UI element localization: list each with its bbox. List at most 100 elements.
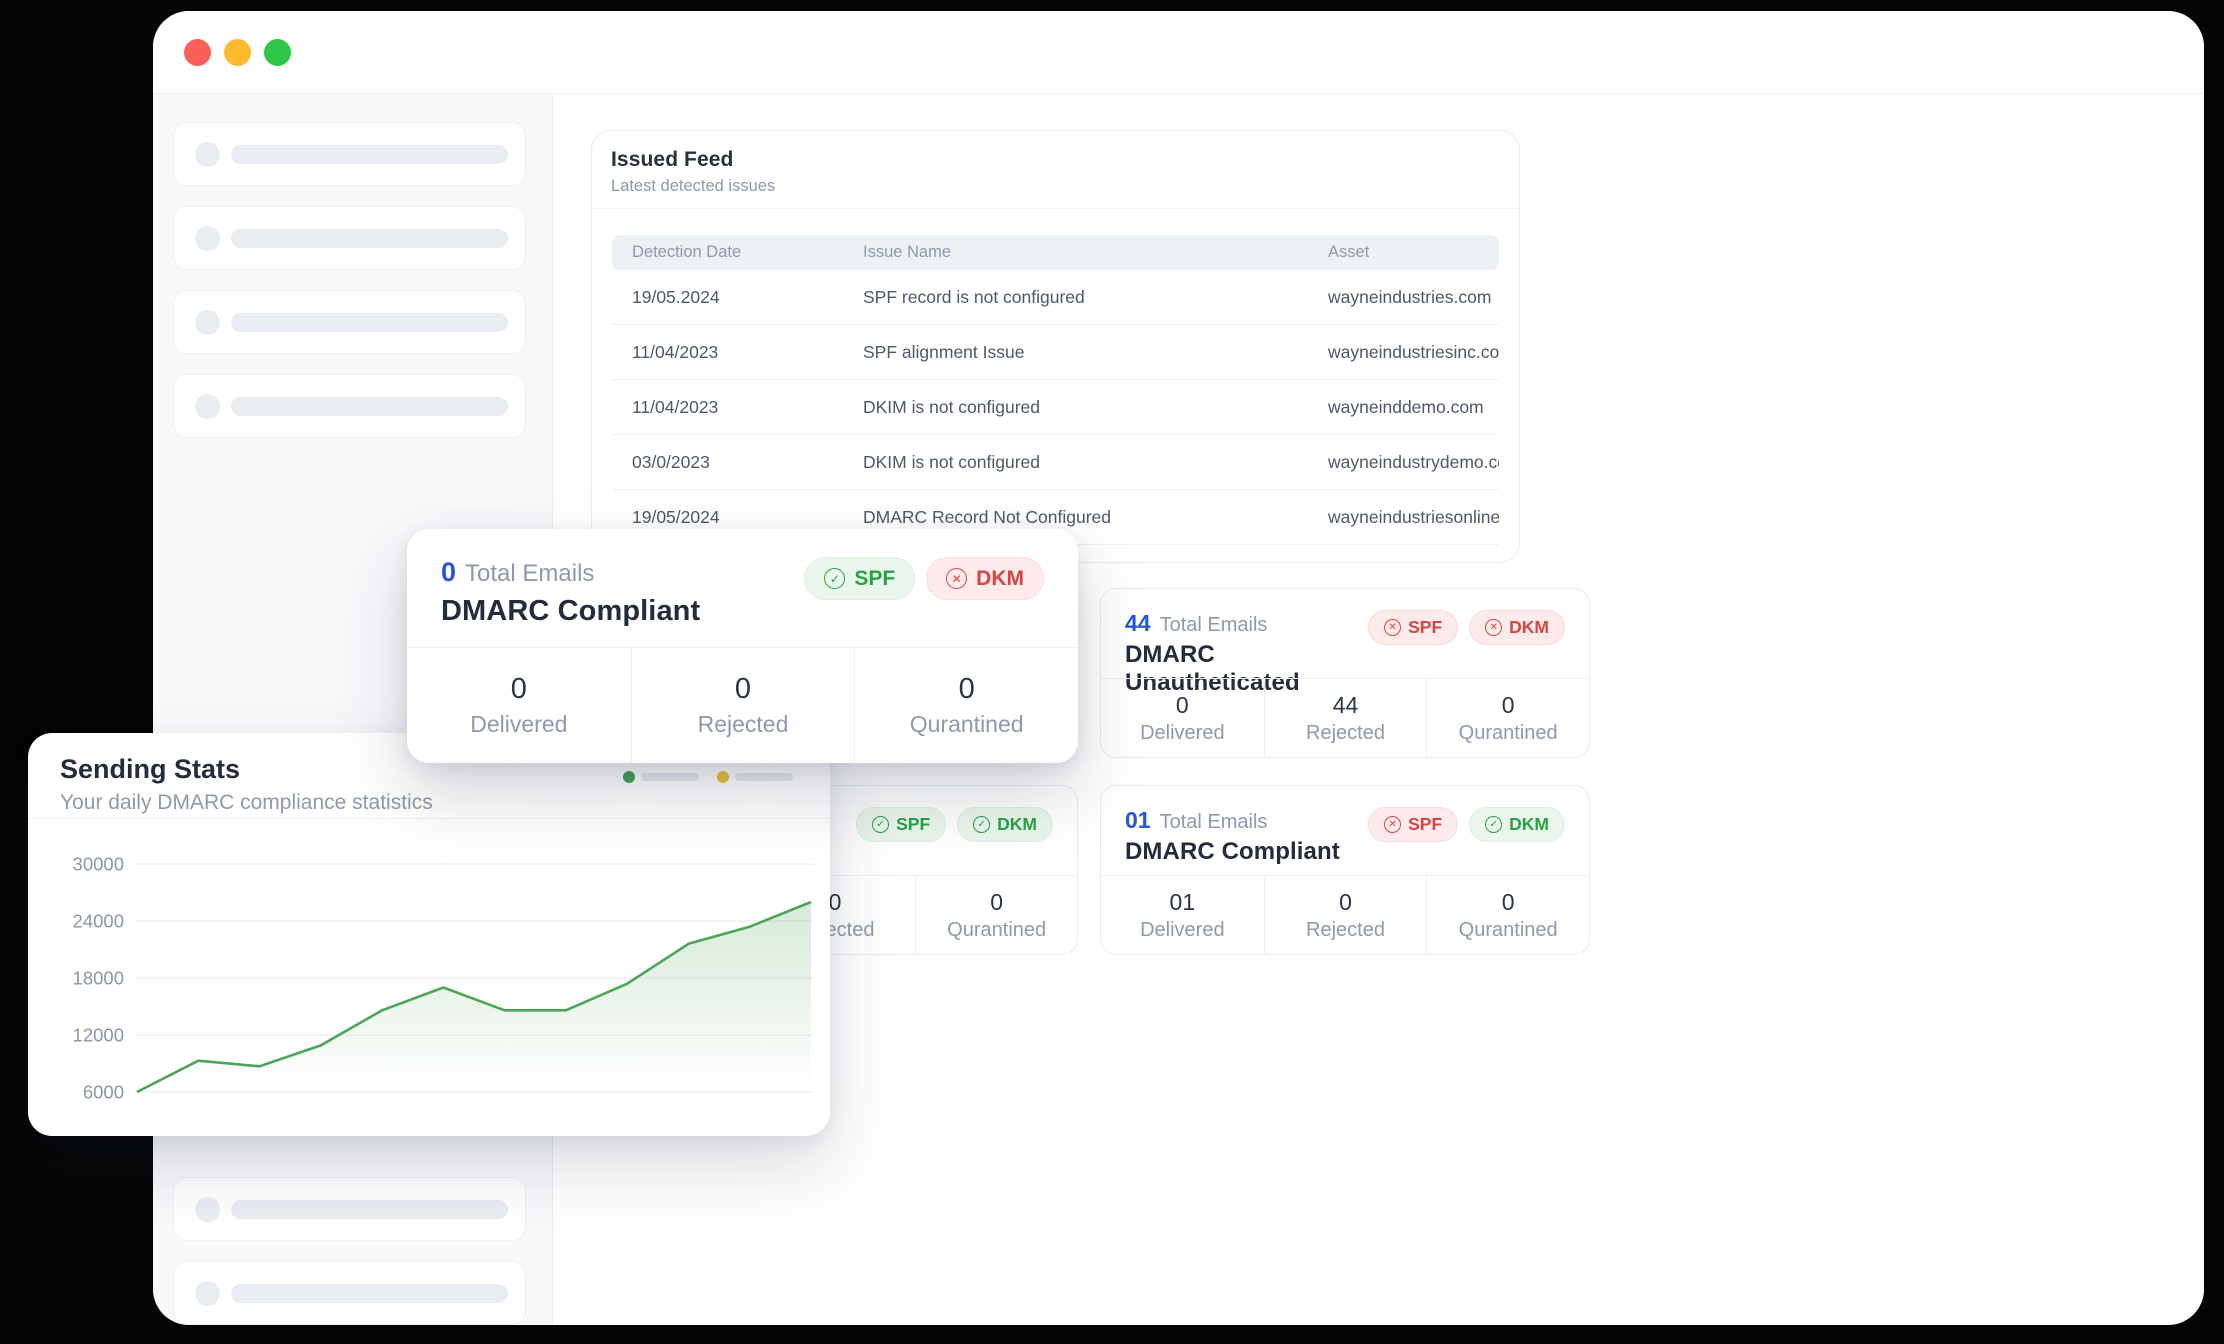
cell-detection-date: 19/05/2024 <box>632 506 720 527</box>
cell-asset: wayneindustrydemo.com <box>1328 451 1499 472</box>
skeleton-avatar <box>195 1280 220 1306</box>
dmarc-compliant-featured-card: 0 Total Emails DMARC Compliant ✓ SPF ✕ DKM 0 Del… <box>407 529 1078 763</box>
dkm-fail-badge: ✕ DKM <box>926 557 1044 600</box>
stat-value: 0 <box>510 673 527 705</box>
skeleton-text-bar <box>231 228 508 248</box>
legend-dot-icon <box>717 771 729 783</box>
skeleton-text-bar <box>231 1199 508 1219</box>
total-emails-value: 44 <box>1125 610 1151 636</box>
x-circle-icon: ✕ <box>946 568 968 589</box>
card-divider <box>28 818 830 819</box>
sidebar-skeleton-item[interactable] <box>173 206 526 270</box>
stat-value: 44 <box>1332 691 1359 718</box>
issued-feed-row[interactable]: 11/04/2023 SPF alignment Issue wayneindust… <box>612 325 1499 380</box>
stat-label: Qurantined <box>909 711 1024 737</box>
y-axis-tick-label: 30000 <box>73 854 124 875</box>
badge-group: ✓ SPF ✕ DKM <box>804 557 1044 600</box>
legend-skeleton-label <box>641 773 699 781</box>
column-header-asset: Asset <box>1328 243 1370 261</box>
issued-feed-subtitle: Latest detected issues <box>611 177 776 195</box>
chart-area-fill <box>137 902 811 1092</box>
stat-label: Rejected <box>697 711 789 737</box>
stat-column: 0 Qurantined <box>1426 876 1589 954</box>
stat-card-header: ✓ SPF ✓ DKM <box>592 786 1077 875</box>
legend-skeleton-label <box>735 773 793 781</box>
check-circle-icon: ✓ <box>824 568 846 589</box>
x-circle-icon: ✕ <box>1384 619 1402 636</box>
skeleton-avatar <box>195 1196 220 1222</box>
issued-feed-row[interactable]: 11/04/2023 DKIM is not configured wayneind… <box>612 380 1499 435</box>
sending-stats-card: Sending Stats Your daily DMARC complianc… <box>28 733 830 1136</box>
issued-feed-row[interactable]: 03/0/2023 DKIM is not configured wayneindu… <box>612 435 1499 490</box>
cell-asset: wayneindustriesinc.com <box>1328 341 1499 362</box>
y-axis-tick-label: 18000 <box>73 968 124 989</box>
stat-card-title: DMARC Compliant <box>1125 838 1340 865</box>
skeleton-text-bar <box>231 312 508 332</box>
stat-grid: 01 Delivered 0 Rejected 0 Qurantined <box>1101 876 1589 954</box>
cell-detection-date: 11/04/2023 <box>632 396 719 417</box>
sending-stats-header: Sending Stats Your daily DMARC complianc… <box>60 754 433 815</box>
sidebar-skeleton-item[interactable] <box>173 374 526 438</box>
card-divider <box>407 647 1078 648</box>
cell-issue-name: DMARC Record Not Configured <box>863 506 1112 527</box>
stat-value: 0 <box>990 888 1004 915</box>
stat-card-header: 0 Total Emails DMARC Compliant ✓ SPF ✕ DKM <box>407 529 1078 647</box>
minimize-button[interactable] <box>224 38 251 66</box>
sending-stats-chart: 30000 24000 18000 12000 6000 <box>73 854 813 1103</box>
cell-issue-name: SPF alignment Issue <box>863 341 1025 362</box>
sidebar-skeleton-item[interactable] <box>173 122 526 186</box>
card-divider <box>1101 875 1589 876</box>
legend-row <box>623 771 793 783</box>
check-circle-icon: ✓ <box>872 816 890 833</box>
stat-value: 0 <box>958 673 975 705</box>
table-header-row: Detection Date Issue Name Asset <box>612 235 1499 270</box>
stat-card-header: 44 Total Emails DMARC Unautheticated ✕ SPF ✕ D… <box>1101 589 1589 696</box>
stat-column: 01 Delivered <box>1101 876 1264 954</box>
issued-feed-title: Issued Feed <box>611 148 734 171</box>
sidebar-skeleton-item[interactable] <box>173 290 526 354</box>
skeleton-avatar <box>195 309 220 335</box>
stat-column: 0 Rejected <box>630 648 855 763</box>
stat-label: Rejected <box>1306 721 1385 744</box>
issued-feed-header: Issued Feed Latest detected issues <box>592 131 1519 209</box>
spf-fail-badge: ✕ SPF <box>1368 610 1459 645</box>
zoom-button[interactable] <box>264 38 291 66</box>
stat-column: 0 Rejected <box>1263 876 1427 954</box>
stat-label: Qurantined <box>1458 721 1558 744</box>
sidebar-skeleton-item[interactable] <box>173 1177 526 1241</box>
cell-detection-date: 19/05.2024 <box>632 286 720 307</box>
skeleton-text-bar <box>231 144 508 164</box>
card-divider <box>592 875 1077 876</box>
skeleton-avatar <box>195 225 220 251</box>
close-button[interactable] <box>184 38 211 66</box>
stat-label: Rejected <box>1306 918 1385 941</box>
stat-card-title: DMARC Unautheticated <box>1125 641 1300 696</box>
issued-feed-card: Issued Feed Latest detected issues Detec… <box>591 130 1520 563</box>
issued-feed-table: Detection Date Issue Name Asset 19/05.20… <box>592 235 1519 545</box>
total-emails-label: Total Emails <box>465 560 595 587</box>
card-divider <box>1101 678 1589 679</box>
cell-issue-name: DKIM is not configured <box>863 451 1041 472</box>
stat-column: 0 Qurantined <box>915 876 1077 954</box>
cell-detection-date: 03/0/2023 <box>632 451 710 472</box>
y-axis-tick-label: 24000 <box>73 911 124 932</box>
stat-value: 0 <box>734 673 752 705</box>
stat-column: 0 Qurantined <box>854 648 1078 763</box>
spf-pass-badge: ✓ SPF <box>856 807 947 842</box>
cell-asset: wayneinddemo.com <box>1328 396 1484 417</box>
stat-value: 0 <box>828 888 842 915</box>
spf-fail-badge: ✕ SPF <box>1368 807 1459 842</box>
y-axis-tick-label: 6000 <box>83 1082 124 1103</box>
total-emails-value: 0 <box>441 557 457 587</box>
sidebar-skeleton-item[interactable] <box>173 1261 526 1325</box>
stat-column: 44 Rejected <box>1263 679 1427 757</box>
spf-pass-badge: ✓ SPF <box>804 557 916 600</box>
legend-item <box>623 771 699 783</box>
stat-label: Delivered <box>1140 918 1225 941</box>
stat-column: 0 Qurantined <box>1426 679 1589 757</box>
legend-item <box>717 771 793 783</box>
skeleton-text-bar <box>231 396 508 416</box>
issued-feed-row[interactable]: 19/05.2024 SPF record is not configured wa… <box>612 270 1499 325</box>
stat-label: Delivered <box>470 711 568 737</box>
